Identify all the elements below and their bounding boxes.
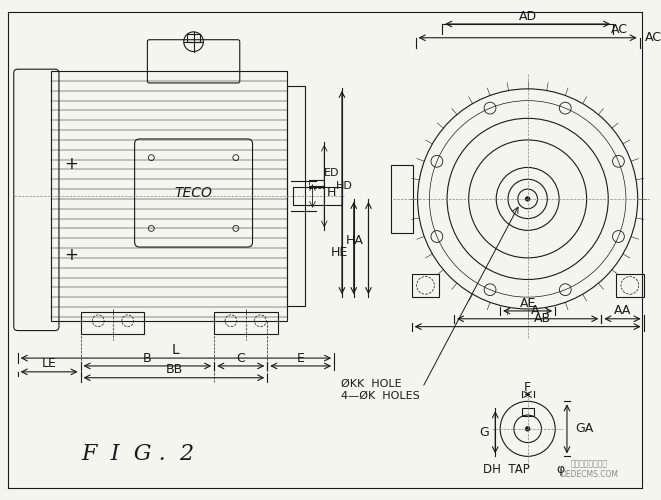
Text: H: H [327, 186, 336, 199]
Bar [51, 71, 287, 320]
Bar [81, 312, 145, 334]
Text: F: F [524, 381, 531, 394]
Bar [214, 312, 278, 334]
Text: AC: AC [644, 32, 661, 44]
Circle shape [525, 427, 529, 431]
Text: TECO: TECO [175, 186, 212, 200]
Text: HA: HA [346, 234, 364, 246]
Text: ØKK  HOLE: ØKK HOLE [341, 378, 402, 388]
Text: A: A [531, 304, 540, 318]
Text: F  I  G .  2: F I G . 2 [81, 444, 194, 466]
Text: AD: AD [519, 10, 537, 22]
Circle shape [525, 197, 529, 201]
Text: B: B [143, 352, 152, 364]
Bar [186, 34, 200, 42]
Bar [522, 408, 533, 416]
Text: +: + [64, 154, 78, 172]
Text: E: E [297, 352, 305, 364]
Text: 织梦内容管理系统: 织梦内容管理系统 [571, 460, 608, 468]
Bar [287, 86, 305, 306]
Text: AC: AC [611, 24, 628, 36]
Text: GA: GA [575, 422, 593, 436]
Bar [391, 164, 412, 234]
Text: φ: φ [556, 462, 564, 475]
Text: AE: AE [520, 296, 536, 310]
Text: DEDECMS.COM: DEDECMS.COM [561, 470, 619, 478]
Text: ED: ED [325, 168, 340, 178]
Text: HD: HD [336, 181, 353, 191]
Text: BB: BB [165, 364, 182, 376]
Text: HE: HE [330, 246, 348, 260]
Text: 4—ØK  HOLES: 4—ØK HOLES [341, 390, 420, 400]
Text: AA: AA [614, 304, 631, 318]
Bar [412, 274, 439, 297]
Text: L: L [172, 343, 180, 357]
Text: G: G [480, 426, 489, 439]
Text: LE: LE [42, 358, 57, 370]
Bar [309, 180, 325, 188]
Text: C: C [237, 352, 245, 364]
Text: AB: AB [534, 312, 551, 326]
Bar [293, 187, 342, 205]
Text: DH  TAP: DH TAP [483, 462, 530, 475]
Bar [616, 274, 644, 297]
Text: +: + [64, 246, 78, 264]
